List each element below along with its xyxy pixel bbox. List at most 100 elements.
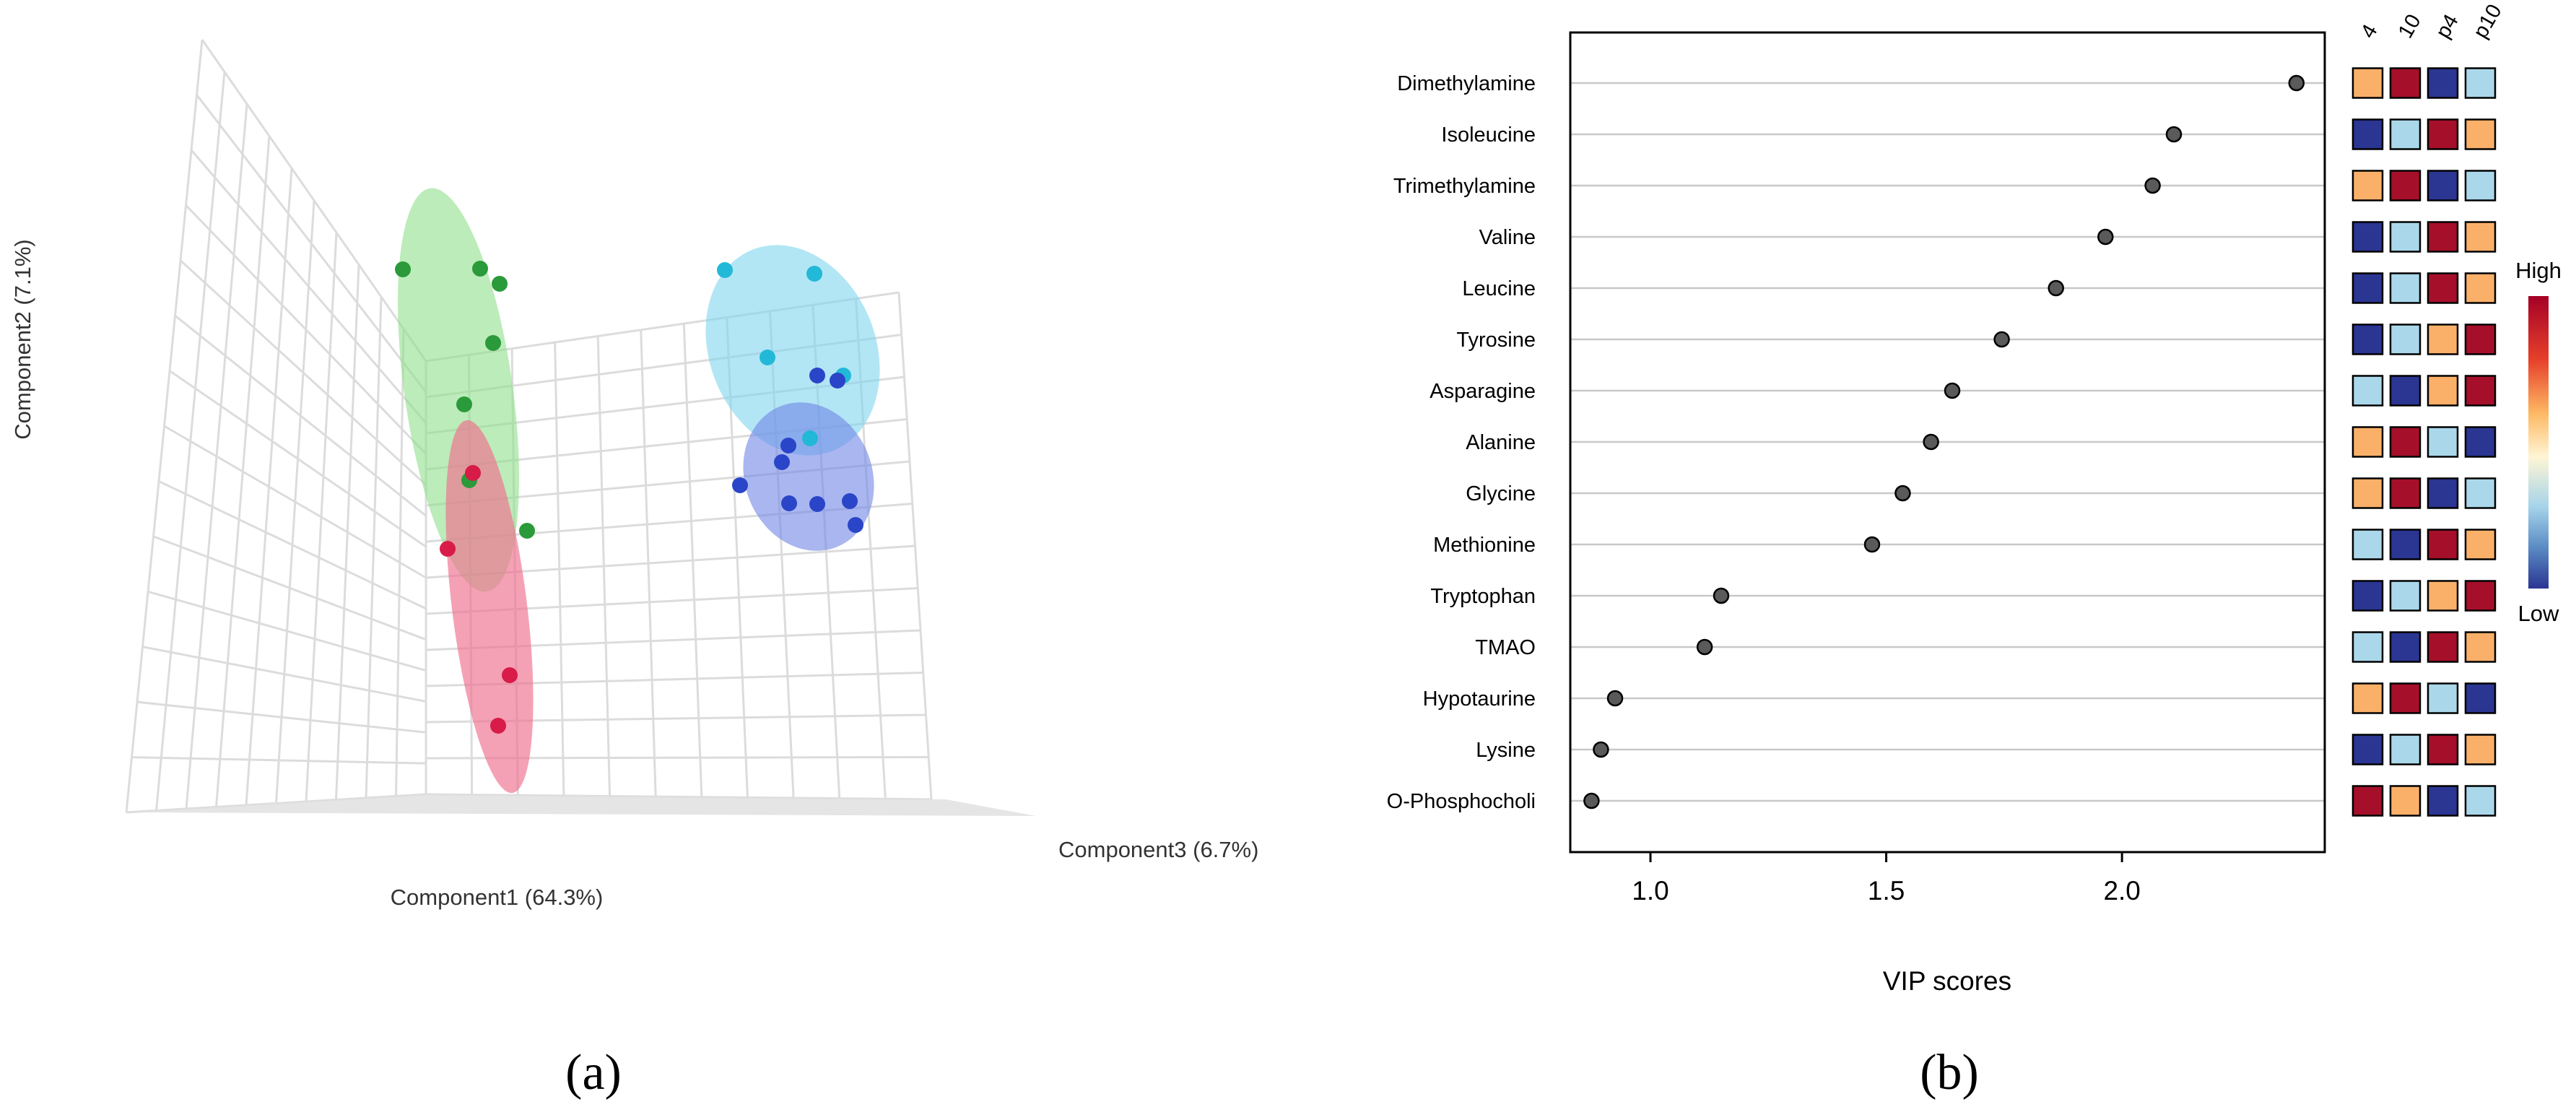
point-cyan	[806, 266, 822, 282]
vip-point	[2097, 228, 2114, 246]
grid-line	[131, 756, 427, 765]
grid-line	[152, 535, 427, 641]
vip-point	[1863, 536, 1881, 553]
point-green	[485, 335, 501, 351]
heatmap-cell	[2427, 734, 2459, 765]
metabolite-label: O-Phosphocholi	[1387, 790, 1536, 813]
heatmap-cell	[2389, 324, 2421, 355]
point-cyan	[717, 262, 733, 278]
vip-point	[2048, 279, 2064, 297]
vip-point	[1583, 792, 1600, 809]
heatmap-cell	[2464, 170, 2497, 201]
heatmap-column-label: p10	[2469, 1, 2507, 43]
vip-point	[1923, 433, 1939, 451]
point-blue	[842, 493, 858, 509]
heatmap-cell	[2351, 426, 2384, 458]
point-green	[519, 523, 535, 539]
heatmap-cell	[2427, 170, 2459, 201]
vip-point	[1894, 485, 1911, 502]
heatmap-cell	[2427, 221, 2459, 253]
grid-line	[201, 39, 427, 362]
point-blue	[809, 496, 825, 512]
ellipse-cyan-group	[705, 245, 880, 456]
metabolite-label: Valine	[1479, 226, 1536, 249]
metabolite-label: Tyrosine	[1456, 329, 1536, 352]
heatmap-cell	[2427, 682, 2459, 714]
heatmap-cell	[2351, 529, 2384, 560]
heatmap-cell	[2464, 580, 2497, 612]
grid-line	[174, 314, 427, 517]
heatmap-cell	[2351, 477, 2384, 509]
point-green	[456, 396, 472, 412]
metabolite-label: Trimethylamine	[1393, 175, 1536, 198]
grid-line	[185, 204, 427, 455]
ellipse-red-group	[445, 420, 534, 794]
metabolite-label: Leucine	[1462, 277, 1536, 300]
point-blue	[780, 438, 796, 453]
axis-label-component2: Component2 (7.1%)	[10, 239, 35, 439]
3d-floor	[126, 794, 1036, 816]
grid-line	[196, 94, 427, 393]
point-blue	[809, 368, 825, 383]
plot-frame	[1569, 31, 2326, 854]
heatmap-cell	[2389, 118, 2421, 150]
panel-label-a: (a)	[565, 1045, 622, 1101]
metabolite-label: Isoleucine	[1441, 123, 1536, 147]
point-blue	[781, 495, 797, 511]
heatmap-cell	[2427, 580, 2459, 612]
metabolite-label: Lysine	[1476, 739, 1536, 762]
heatmap-cell	[2351, 170, 2384, 201]
panel-b-vip-plot: Dimethylamine Isoleucine Trimethylamine Val…	[1387, 1, 2562, 996]
vip-points	[1583, 74, 2305, 809]
point-cyan	[760, 350, 775, 365]
metabolite-label: TMAO	[1475, 636, 1536, 659]
heatmap-cell	[2427, 426, 2459, 458]
grid-line	[158, 480, 427, 610]
heatmap-cell	[2351, 631, 2384, 663]
point-cyan	[802, 430, 818, 446]
heatmap-cell	[2389, 426, 2421, 458]
point-blue	[848, 517, 863, 533]
heatmap-cell	[2464, 272, 2497, 304]
heatmap-cell	[2389, 682, 2421, 714]
point-red	[440, 541, 456, 557]
group-ellipses	[397, 188, 880, 794]
sample-points	[395, 261, 863, 734]
heatmap-cell	[2389, 221, 2421, 253]
metabolite-label: Dimethylamine	[1397, 72, 1536, 95]
heatmap-cell	[2464, 631, 2497, 663]
heatmap-cell	[2427, 118, 2459, 150]
axis-label-component3: Component3 (6.7%)	[1058, 837, 1258, 862]
heatmap-cell	[2464, 426, 2497, 458]
grid-line	[142, 646, 427, 703]
point-blue	[774, 454, 790, 470]
color-legend-bar	[2528, 296, 2549, 589]
vip-point	[2144, 177, 2161, 194]
heatmap-cell	[2464, 477, 2497, 509]
heatmap-cell	[2464, 324, 2497, 355]
point-blue	[732, 477, 748, 493]
heatmap-cell	[2389, 734, 2421, 765]
heatmap-cell	[2464, 221, 2497, 253]
vip-point	[2288, 74, 2305, 92]
heatmap-cell	[2427, 631, 2459, 663]
grid-line	[136, 700, 427, 734]
heatmap-cell	[2464, 529, 2497, 560]
x-axis-title: VIP scores	[1883, 966, 2011, 996]
vip-point	[1593, 741, 1609, 758]
metabolite-label: Asparagine	[1430, 380, 1536, 403]
heatmap-cell	[2464, 682, 2497, 714]
heatmap-cell	[2427, 324, 2459, 355]
axis-label-component1: Component1 (64.3%)	[391, 885, 604, 910]
heatmap-column-label: p4	[2432, 11, 2463, 43]
panel-label-b: (b)	[1920, 1045, 1979, 1101]
point-red	[465, 465, 481, 481]
legend-low-label: Low	[2518, 601, 2559, 626]
grid-line	[147, 590, 427, 672]
heatmap-cell	[2389, 272, 2421, 304]
x-axis: 1.0 1.5 2.0	[1632, 852, 2141, 906]
x-tick-label: 2.0	[2103, 876, 2140, 906]
heatmap-cell	[2351, 375, 2384, 407]
heatmap-cell	[2351, 324, 2384, 355]
